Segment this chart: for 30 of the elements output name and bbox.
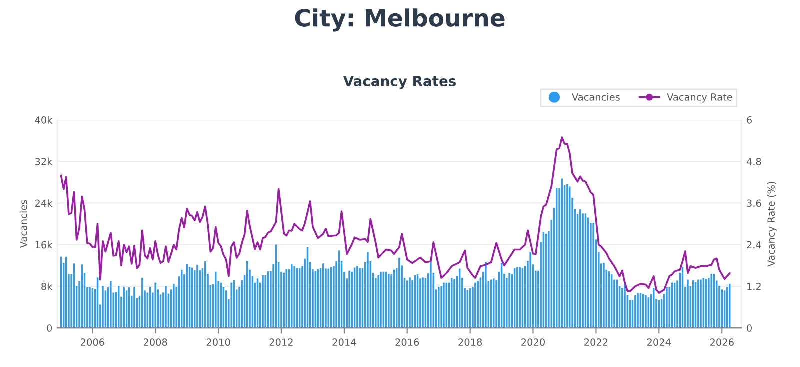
- y2-tick-label: 3.6: [747, 200, 762, 208]
- y-tick-label: 40k: [35, 116, 53, 124]
- legend-label: Vacancy Rate: [667, 94, 732, 103]
- x-tick-label: 2020: [522, 338, 545, 346]
- legend-label: Vacancies: [572, 93, 620, 101]
- y-tick-label: 16k: [36, 241, 53, 249]
- x-tick-label: 2016: [396, 338, 420, 346]
- y-tick-label: 24k: [35, 200, 53, 207]
- y-tick-label: 0: [47, 324, 52, 332]
- x-tick-label: 2008: [144, 338, 168, 346]
- x-tick-label: 2010: [206, 338, 230, 346]
- x-tick-label: 2012: [270, 338, 293, 346]
- x-tick-label: 2026: [710, 338, 734, 346]
- x-tick-label: 2006: [81, 338, 104, 346]
- y-axis-title: Vacancies: [20, 200, 28, 248]
- y2-tick-label: 2.4: [747, 241, 762, 249]
- x-tick-label: 2024: [647, 338, 671, 346]
- chart-subtitle: Vacancy Rates: [343, 76, 456, 90]
- x-tick-label: 2018: [458, 338, 482, 346]
- y-tick-label: 8k: [42, 282, 53, 290]
- y2-tick-label: 1.2: [748, 282, 761, 290]
- line-series: [60, 136, 731, 294]
- x-tick-label: 2022: [584, 338, 608, 346]
- y2-tick-label: 6: [747, 116, 752, 124]
- y2-axis-title: Vacancy Rate (%): [767, 182, 777, 267]
- x-tick-label: 2014: [332, 338, 356, 346]
- y-tick-label: 32k: [35, 158, 53, 166]
- y2-tick-label: 4.8: [746, 158, 762, 166]
- y2-tick-label: 0: [747, 324, 752, 332]
- chart-title: City: Melbourne: [295, 8, 505, 32]
